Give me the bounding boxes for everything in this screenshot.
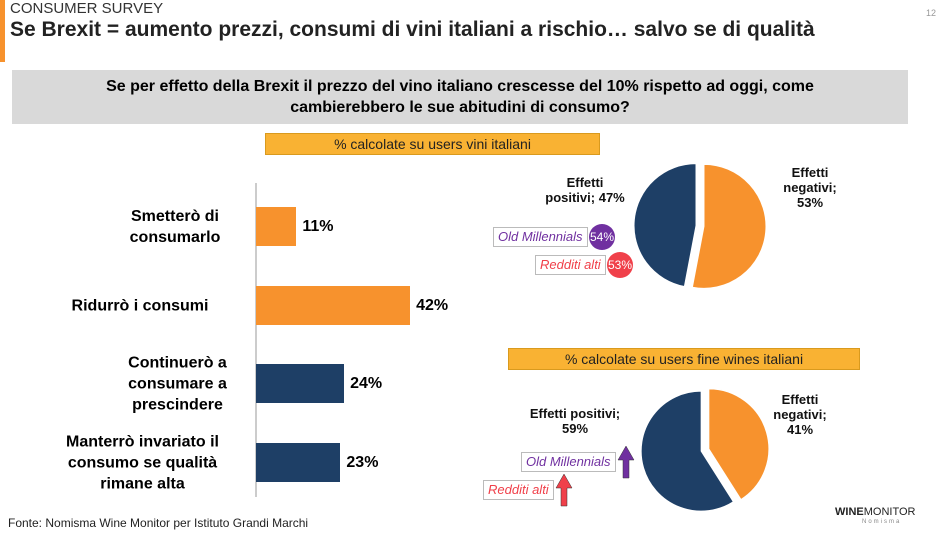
slice-label: Effetti negativi; 53% <box>770 165 850 210</box>
slice-value: 41% <box>786 422 814 437</box>
slice-value: 59% <box>561 421 589 436</box>
slice-value: 53% <box>796 195 824 210</box>
accent-bar <box>0 0 5 62</box>
annotation-value: 53% <box>608 258 632 272</box>
slice-label: Effetti positivi; 47% <box>540 175 630 205</box>
logo-product: MONITOR <box>863 506 916 518</box>
category-label: Ridurrò i consumi <box>71 297 209 314</box>
category-label: Smetterò di consumarlo <box>129 207 221 246</box>
question: Se per effetto della Brexit il prezzo de… <box>12 70 908 124</box>
logo-company: Nomisma <box>862 519 902 525</box>
bar <box>256 207 297 246</box>
slice-category: Effetti positivi; <box>529 406 621 421</box>
logo: WINEMONITOR <box>835 506 915 518</box>
slice-category: Effetti negativi; <box>773 392 827 422</box>
slice-category: Effetti negativi; <box>783 165 837 195</box>
bar <box>256 286 411 325</box>
data-label: 24% <box>350 375 383 392</box>
slice-label: Effetti positivi; 59% <box>525 406 625 436</box>
annotation-label: Redditi alti <box>483 480 554 500</box>
annotation-label: Old Millennials <box>493 227 588 247</box>
bar <box>256 443 341 482</box>
annotation-arrow <box>617 445 635 479</box>
slide-title: Se Brexit = aumento prezzi, consumi di v… <box>10 18 815 41</box>
pie-subtitle: % calcolate su users fine wines italiani <box>508 348 860 370</box>
slice-category: Effetti positivi; <box>545 175 604 205</box>
pie-slice <box>640 390 734 512</box>
annotation-badge <box>607 252 633 278</box>
category-label: Continuerò a consumare a prescindere <box>128 354 227 413</box>
pie-slice <box>633 163 697 288</box>
annotation-label: Old Millennials <box>521 452 616 472</box>
pie-slice <box>691 163 767 289</box>
pie-slice <box>708 388 770 501</box>
category-label: Manterrò invariato il consumo se qualità… <box>66 433 219 492</box>
logo-brand: WINE <box>835 506 864 518</box>
annotation-value: 54% <box>590 230 614 244</box>
annotation-badge <box>589 224 615 250</box>
source: Fonte: Nomisma Wine Monitor per Istituto… <box>8 516 309 530</box>
annotation-label: Redditi alti <box>535 255 606 275</box>
bar <box>256 364 345 403</box>
annotation-arrow <box>555 473 573 507</box>
pie-subtitle: % calcolate su users vini italiani <box>265 133 600 155</box>
slice-value: 47% <box>598 190 625 205</box>
data-label: 11% <box>302 218 334 235</box>
data-label: 42% <box>416 297 449 314</box>
data-label: 23% <box>346 454 379 471</box>
kicker: CONSUMER SURVEY <box>10 0 164 17</box>
slice-label: Effetti negativi; 41% <box>760 392 840 437</box>
page-number: 12 <box>926 8 937 18</box>
